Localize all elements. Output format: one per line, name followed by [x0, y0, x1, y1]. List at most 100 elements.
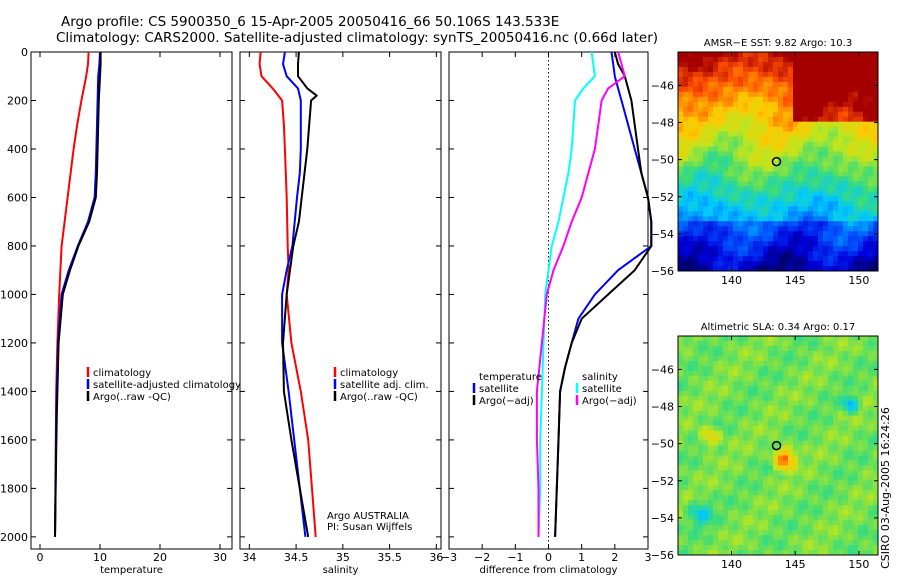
heatmap-cell [848, 545, 854, 551]
heatmap-cell [743, 171, 749, 178]
heatmap-cell [693, 495, 699, 501]
heatmap-cell [838, 346, 844, 352]
heatmap-cell [708, 146, 714, 153]
heatmap-cell [758, 430, 764, 437]
heatmap-cell [733, 535, 739, 541]
heatmap-cell [703, 365, 709, 372]
heatmap-cell [723, 370, 729, 377]
heatmap-cell [808, 460, 814, 466]
heatmap-cell [863, 540, 869, 546]
heatmap-cell [733, 480, 739, 486]
heatmap-cell [823, 445, 829, 452]
heatmap-cell [723, 336, 729, 342]
heatmap-cell [688, 256, 694, 262]
heatmap-cell [678, 370, 684, 377]
heatmap-cell [823, 191, 829, 197]
heatmap-cell [678, 495, 684, 501]
heatmap-cell [783, 52, 789, 58]
heatmap-cell [868, 186, 874, 192]
heatmap-cell [743, 266, 749, 271]
heatmap-cell [693, 460, 699, 466]
heatmap-cell [713, 490, 719, 496]
heatmap-cell [703, 455, 709, 462]
heatmap-cell [718, 360, 724, 367]
heatmap-cell [723, 181, 729, 187]
heatmap-cell [743, 495, 749, 501]
heatmap-cell [868, 520, 874, 526]
heatmap-cell [688, 435, 694, 442]
heatmap-cell [698, 81, 704, 88]
heatmap-cell [713, 535, 719, 541]
heatmap-cell [873, 216, 878, 222]
heatmap-cell [803, 460, 809, 466]
heatmap-cell [813, 336, 819, 342]
heatmap-cell [843, 400, 849, 407]
heatmap-cell [733, 495, 739, 501]
heatmap-cell [858, 211, 864, 217]
heatmap-cell [733, 400, 739, 407]
heatmap-cell [763, 266, 769, 271]
heatmap-cell [833, 410, 839, 417]
heatmap-cell [813, 530, 819, 536]
heatmap-cell [713, 530, 719, 536]
heatmap-cell [723, 71, 729, 78]
heatmap-cell [683, 420, 689, 427]
heatmap-cell [753, 131, 759, 138]
heatmap-cell [683, 141, 689, 148]
heatmap-cell [863, 440, 869, 447]
heatmap-cell [813, 415, 819, 422]
heatmap-cell [683, 530, 689, 536]
heatmap-cell [773, 375, 779, 382]
heatmap-cell [763, 520, 769, 526]
heatmap-cell [813, 395, 819, 402]
heatmap-cell [793, 400, 799, 407]
heatmap-cell [873, 370, 878, 377]
heatmap-cell [763, 490, 769, 496]
heatmap-cell [823, 81, 829, 88]
heatmap-cell [763, 460, 769, 466]
x-tick-label: 3 [645, 551, 652, 564]
heatmap-cell [838, 161, 844, 168]
heatmap-cell [853, 341, 859, 347]
heatmap-cell [813, 505, 819, 511]
heatmap-cell [868, 380, 874, 387]
heatmap-cell [778, 211, 784, 217]
heatmap-cell [703, 231, 709, 237]
heatmap-cell [863, 550, 869, 555]
heatmap-cell [683, 196, 689, 202]
heatmap-cell [713, 495, 719, 501]
heatmap-cell [743, 435, 749, 442]
heatmap-cell [688, 62, 694, 68]
heatmap-cell [723, 256, 729, 262]
heatmap-cell [828, 76, 834, 83]
x-tick-label: −3 [441, 551, 457, 564]
heatmap-cell [688, 96, 694, 103]
y-tick-label: −54 [651, 512, 674, 525]
heatmap-cell [688, 405, 694, 412]
heatmap-cell [728, 101, 734, 108]
heatmap-cell [858, 116, 864, 123]
heatmap-cell [773, 166, 779, 173]
heatmap-cell [688, 465, 694, 471]
heatmap-cell [693, 355, 699, 362]
heatmap-cell [808, 470, 814, 476]
heatmap-cell [858, 455, 864, 462]
heatmap-cell [768, 111, 774, 118]
heatmap-cell [803, 346, 809, 352]
heatmap-cell [808, 500, 814, 506]
heatmap-cell [733, 211, 739, 217]
heatmap-cell [873, 261, 878, 267]
heatmap-cell [718, 96, 724, 103]
heatmap-cell [763, 450, 769, 457]
heatmap-cell [868, 96, 874, 103]
heatmap-cell [753, 151, 759, 158]
heatmap-cell [683, 66, 689, 73]
heatmap-cell [678, 166, 684, 173]
heatmap-cell [783, 425, 789, 432]
heatmap-cell [693, 470, 699, 476]
heatmap-cell [723, 500, 729, 506]
heatmap-cell [848, 156, 854, 163]
heatmap-cell [753, 221, 759, 227]
heatmap-cell [858, 186, 864, 192]
heatmap-cell [688, 480, 694, 486]
